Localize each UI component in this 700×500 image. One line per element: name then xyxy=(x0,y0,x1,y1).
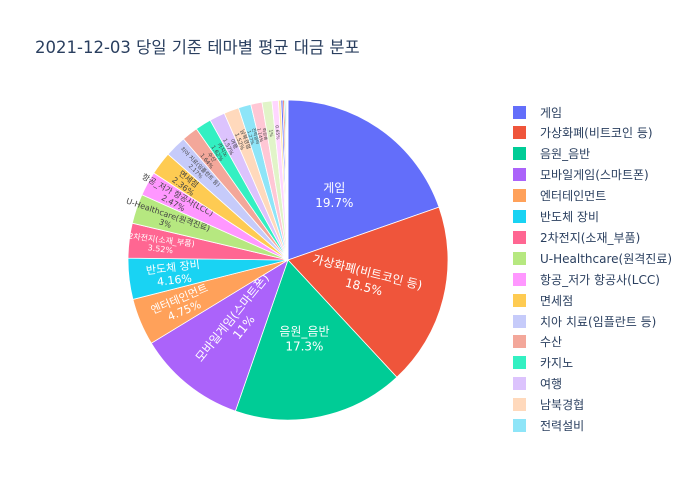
slice-label-percent: 1.52% xyxy=(233,133,245,151)
legend-label: 게임 xyxy=(540,105,563,120)
slice-label-percent: 17.3% xyxy=(285,339,323,353)
legend-swatch xyxy=(513,251,526,265)
slice-label-percent: 1.14% xyxy=(255,128,264,144)
slice-label-percent: 4.16% xyxy=(156,272,192,289)
legend-swatch xyxy=(513,314,526,328)
legend-swatch xyxy=(513,335,526,349)
legend-item[interactable]: 여행 xyxy=(513,374,562,394)
legend-item[interactable]: 모바일게임(스마트폰) xyxy=(513,165,649,185)
legend-label: 2차전지(소재_부품) xyxy=(540,230,641,245)
legend-item[interactable]: 2차전지(소재_부품) xyxy=(513,227,640,247)
legend-item[interactable]: 반도체 장비 xyxy=(513,207,599,227)
legend-item[interactable]: 전력설비 xyxy=(513,416,585,432)
legend-swatch xyxy=(513,189,526,203)
legend-label: 면세점 xyxy=(540,293,574,308)
slice-label-name: 게임 xyxy=(323,181,345,195)
legend-swatch xyxy=(513,126,526,140)
slice-label: 반도체 장비4.16% xyxy=(145,258,200,289)
legend-label: 여행 xyxy=(540,377,563,392)
legend-item[interactable]: 남북경협 xyxy=(513,395,584,415)
legend-item[interactable]: 가상화폐(비트코인 등) xyxy=(513,123,653,143)
chart-title: 2021-12-03 당일 기준 테마별 평균 대금 분포 xyxy=(35,38,360,57)
legend-swatch xyxy=(513,398,526,412)
legend-item[interactable]: 카지노 xyxy=(513,353,573,373)
pie-slice[interactable] xyxy=(286,99,289,261)
legend-label: 카지노 xyxy=(540,356,574,371)
slice-label-percent: 0.65% xyxy=(274,125,281,140)
legend-item[interactable]: 항공_저가 항공사(LCC) xyxy=(513,269,660,289)
legend-label: 남북경협 xyxy=(540,398,585,413)
slice-label-name: 음원_음반 xyxy=(279,324,329,338)
legend-label: 모바일게임(스마트폰) xyxy=(540,168,649,183)
slice-label-name: 화장품 xyxy=(261,127,270,141)
legend-swatch xyxy=(513,230,526,244)
legend-label: 반도체 장비 xyxy=(540,210,600,224)
legend-label: 수산 xyxy=(540,335,563,350)
slice-label-name: 반도체 장비 xyxy=(145,258,200,277)
slice-label-percent: 3.52% xyxy=(147,243,174,255)
legend-item[interactable]: 수산 xyxy=(513,332,562,352)
legend-label: 엔터테인먼트 xyxy=(540,189,607,204)
legend-label: 가상화폐(비트코인 등) xyxy=(540,126,653,141)
slice-label-percent: 1.27% xyxy=(245,130,255,146)
legend-swatch xyxy=(513,105,526,119)
legend-item[interactable]: 게임 xyxy=(513,102,562,122)
legend-swatch xyxy=(513,293,526,307)
pie-slice[interactable] xyxy=(234,259,398,421)
legend-label: 음원_음반 xyxy=(540,147,591,162)
legend-label: 치아 치료(임플란트 등) xyxy=(540,314,657,329)
slice-label-name: 전력설비 xyxy=(250,127,261,145)
legend-item[interactable]: U-Healthcare(원격진료) xyxy=(513,248,672,268)
legend-label: 항공_저가 항공사(LCC) xyxy=(540,272,660,287)
pie-slice[interactable] xyxy=(150,259,289,412)
legend-swatch xyxy=(513,272,526,286)
legend-item[interactable]: 면세점 xyxy=(513,290,573,310)
legend-swatch xyxy=(513,168,526,182)
legend-swatch xyxy=(513,147,526,161)
legend-swatch xyxy=(513,377,526,391)
legend-swatch xyxy=(513,210,526,223)
legend-swatch xyxy=(513,419,526,432)
legend-item[interactable]: 엔터테인먼트 xyxy=(513,186,606,206)
slice-label-percent: 1% xyxy=(267,129,274,138)
legend-label: U-Healthcare(원격진료) xyxy=(540,251,673,266)
slice-label-percent: 19.7% xyxy=(315,196,353,210)
slice-label-name: 여행 xyxy=(228,137,240,150)
pie-slice[interactable] xyxy=(287,206,449,378)
legend-label: 전력설비 xyxy=(540,419,585,432)
slice-label: 1% xyxy=(267,129,274,138)
legend-item[interactable]: 치아 치료(임플란트 등) xyxy=(513,311,656,331)
legend-swatch xyxy=(513,356,526,370)
slice-label-percent: 3% xyxy=(158,217,173,230)
legend-item[interactable]: 음원_음반 xyxy=(513,144,590,164)
slice-label: 0.65% xyxy=(274,125,281,140)
